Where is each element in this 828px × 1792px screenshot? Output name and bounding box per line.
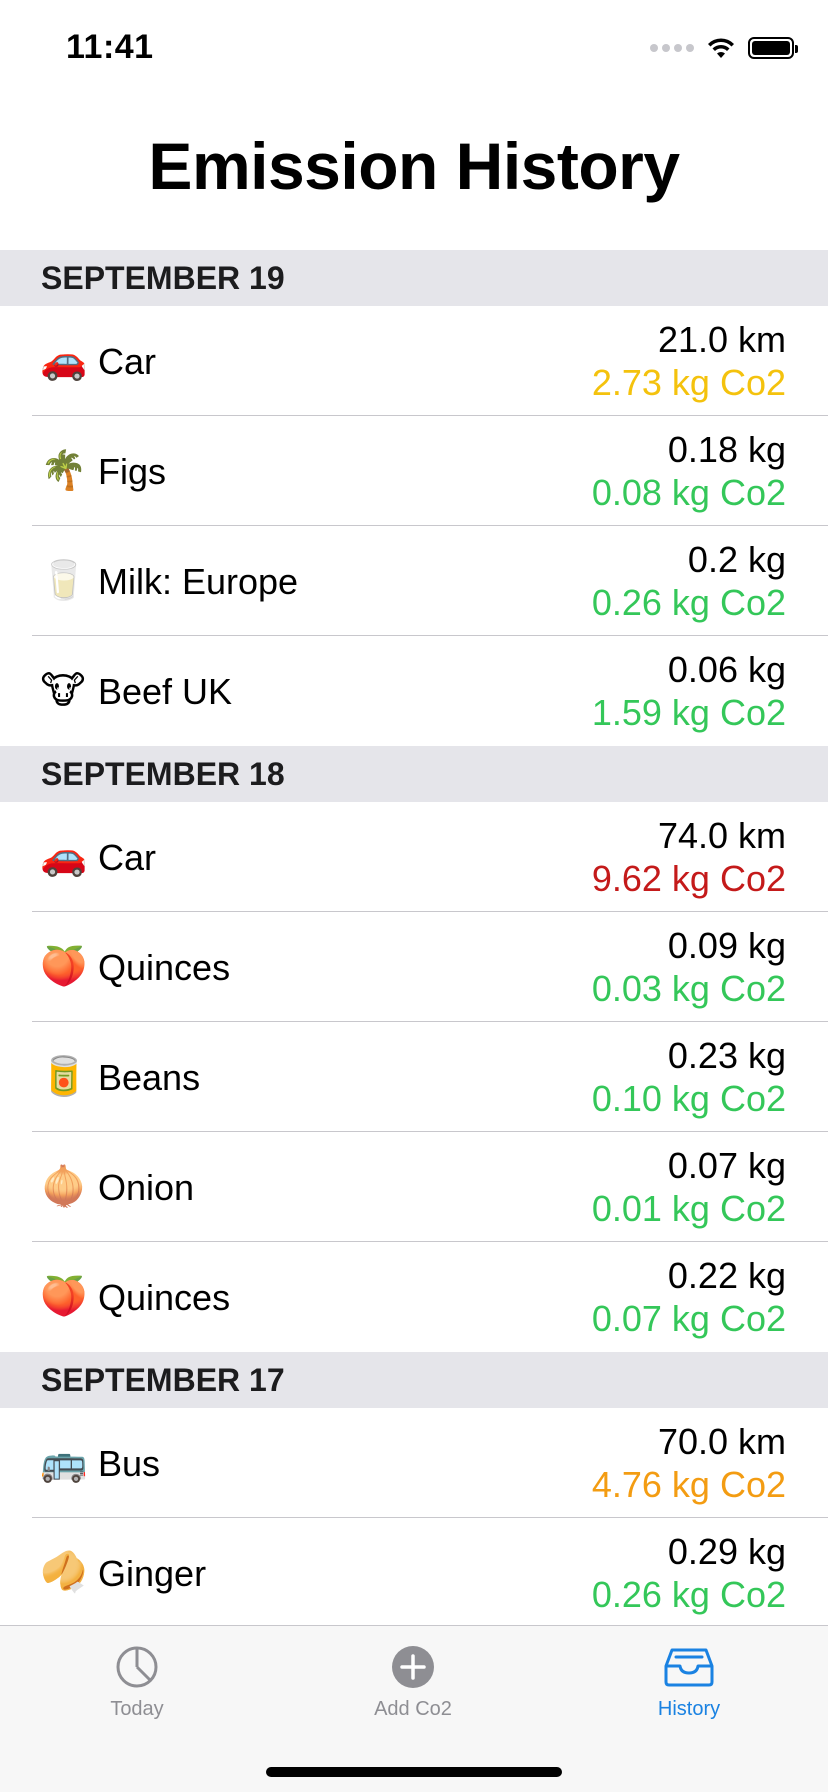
tab-today-label: Today (110, 1698, 164, 1720)
cellular-signal-icon (650, 44, 694, 52)
item-amount: 0.29 kg (667, 1531, 786, 1572)
row-divider (32, 1241, 828, 1242)
list-item[interactable]: 🌴 Figs 0.18 kg 0.08 kg Co2 (0, 416, 828, 526)
battery-icon (748, 37, 798, 59)
item-name: Ginger (98, 1553, 207, 1594)
palm-tree-icon: 🌴 (40, 450, 88, 492)
tab-bar: Today Add Co2 History (0, 1625, 828, 1792)
item-name: Beef UK (98, 671, 233, 712)
row-divider (32, 525, 828, 526)
item-amount: 0.06 kg (667, 649, 786, 690)
item-name: Figs (98, 451, 167, 492)
bus-icon: 🚌 (40, 1442, 88, 1484)
home-indicator (266, 1767, 562, 1777)
list-item[interactable]: 🍑 Quinces 0.09 kg 0.03 kg Co2 (0, 912, 828, 1022)
item-co2: 0.26 kg Co2 (591, 582, 786, 623)
item-name: Milk: Europe (98, 561, 299, 602)
list-item[interactable]: 🚗 Car 74.0 km 9.62 kg Co2 (0, 802, 828, 912)
section-header: SEPTEMBER 18 (0, 746, 828, 802)
item-co2: 0.26 kg Co2 (591, 1574, 786, 1615)
item-amount: 74.0 km (657, 815, 786, 856)
page-title: Emission History (148, 129, 680, 203)
item-name: Quinces (98, 947, 231, 988)
clock-chart-icon (116, 1646, 158, 1688)
car-icon: 🚗 (40, 836, 88, 878)
section-header: SEPTEMBER 17 (0, 1352, 828, 1408)
item-co2: 0.01 kg Co2 (591, 1188, 786, 1229)
tab-history-label: History (657, 1698, 721, 1720)
milk-glass-icon: 🥛 (40, 560, 88, 602)
onion-icon: 🧅 (40, 1166, 88, 1208)
item-name: Bus (98, 1443, 161, 1484)
ginger-icon: 🥠 (40, 1552, 88, 1594)
list-item[interactable]: 🥫 Beans 0.23 kg 0.10 kg Co2 (0, 1022, 828, 1132)
tab-today[interactable]: Today (37, 1644, 237, 1721)
item-amount: 0.2 kg (687, 539, 786, 580)
item-amount: 70.0 km (657, 1421, 786, 1462)
car-icon: 🚗 (40, 340, 88, 382)
item-co2: 2.73 kg Co2 (591, 362, 786, 403)
tab-add-co2[interactable]: Add Co2 (313, 1644, 513, 1721)
section-header: SEPTEMBER 19 (0, 250, 828, 306)
item-amount: 0.09 kg (667, 925, 786, 966)
item-co2: 0.03 kg Co2 (591, 968, 786, 1009)
item-name: Beans (98, 1057, 201, 1098)
item-name: Car (98, 341, 157, 382)
item-co2: 0.08 kg Co2 (591, 472, 786, 513)
list-item[interactable]: 🐮 Beef UK 0.06 kg 1.59 kg Co2 (0, 636, 828, 746)
row-divider (32, 1131, 828, 1132)
status-time: 11:41 (66, 28, 154, 66)
row-divider (32, 911, 828, 912)
cow-icon: 🐮 (40, 670, 86, 712)
list-item[interactable]: 🥠 Ginger 0.29 kg 0.26 kg Co2 (0, 1518, 828, 1628)
plus-circle-icon (392, 1646, 434, 1688)
tray-icon (664, 1648, 714, 1687)
can-icon: 🥫 (40, 1056, 88, 1098)
peach-icon: 🍑 (40, 946, 88, 988)
item-name: Car (98, 837, 157, 878)
item-name: Quinces (98, 1277, 231, 1318)
wifi-icon (708, 38, 734, 58)
item-co2: 4.76 kg Co2 (591, 1464, 786, 1505)
status-indicators (650, 36, 798, 60)
row-divider (32, 1021, 828, 1022)
tab-add-co2-label: Add Co2 (374, 1698, 452, 1720)
item-co2: 1.59 kg Co2 (591, 692, 786, 733)
item-amount: 21.0 km (657, 319, 786, 360)
row-divider (32, 415, 828, 416)
list-item[interactable]: 🚌 Bus 70.0 km 4.76 kg Co2 (0, 1408, 828, 1518)
history-list[interactable]: SEPTEMBER 19 🚗 Car 21.0 km 2.73 kg Co2 🌴 Figs 0… (0, 250, 828, 1628)
item-co2: 0.10 kg Co2 (591, 1078, 786, 1119)
list-item[interactable]: 🥛 Milk: Europe 0.2 kg 0.26 kg Co2 (0, 526, 828, 636)
tab-history[interactable]: History (589, 1644, 789, 1721)
item-amount: 0.18 kg (667, 429, 786, 470)
list-item[interactable]: 🚗 Car 21.0 km 2.73 kg Co2 (0, 306, 828, 416)
item-amount: 0.22 kg (667, 1255, 786, 1296)
list-item[interactable]: 🍑 Quinces 0.22 kg 0.07 kg Co2 (0, 1242, 828, 1352)
peach-icon: 🍑 (40, 1276, 88, 1318)
row-divider (32, 635, 828, 636)
item-amount: 0.07 kg (667, 1145, 786, 1186)
row-divider (32, 1517, 828, 1518)
status-bar: 11:41 (0, 0, 828, 100)
item-co2: 0.07 kg Co2 (591, 1298, 786, 1339)
item-name: Onion (98, 1167, 195, 1208)
item-amount: 0.23 kg (667, 1035, 786, 1076)
list-item[interactable]: 🧅 Onion 0.07 kg 0.01 kg Co2 (0, 1132, 828, 1242)
item-co2: 9.62 kg Co2 (591, 858, 786, 899)
